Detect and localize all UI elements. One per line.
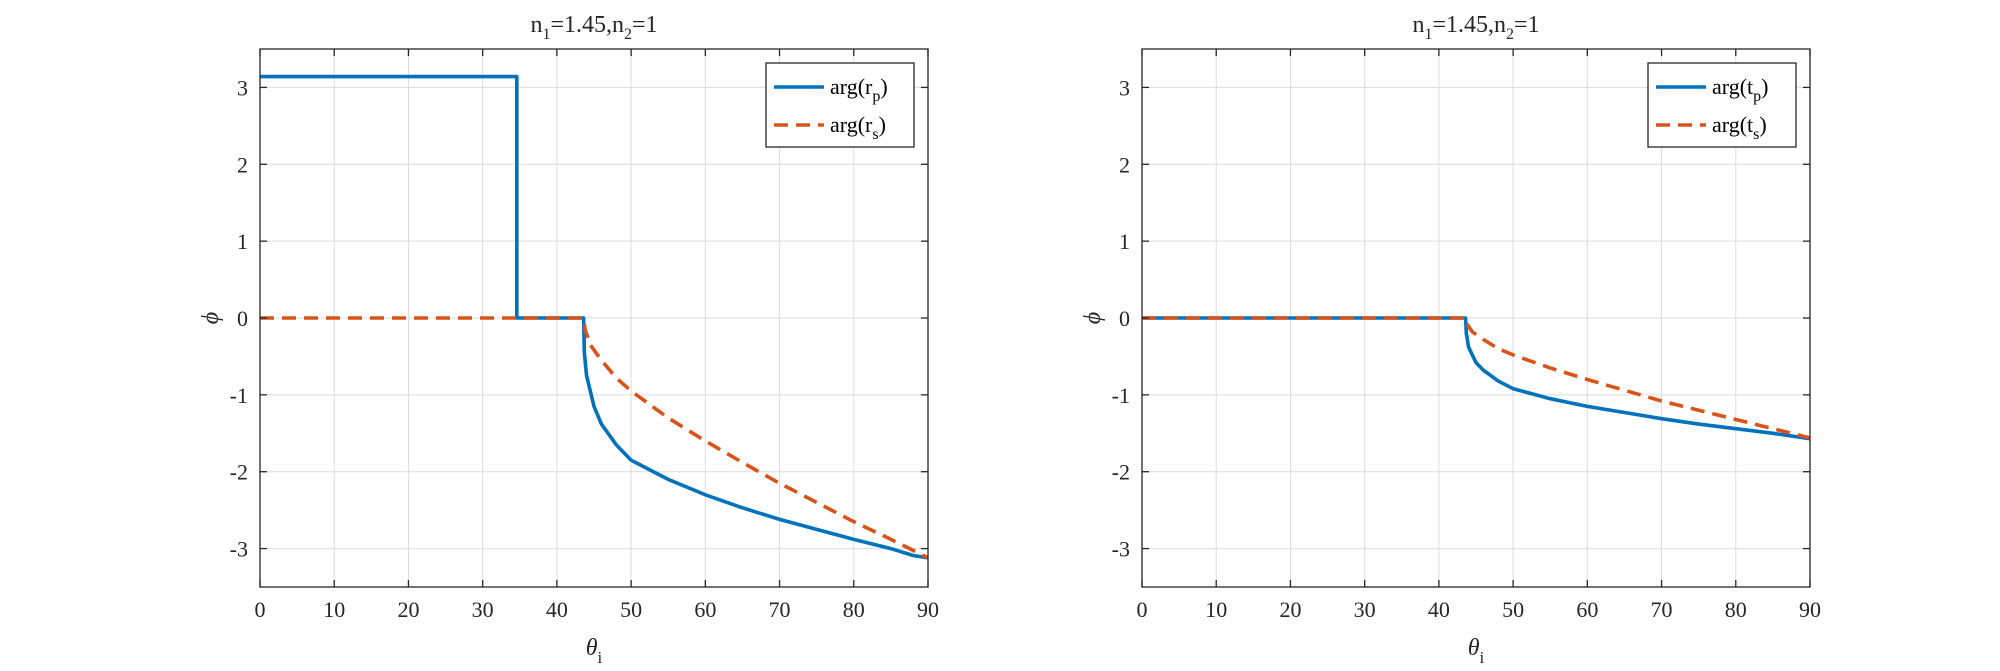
x-tick-label: 90 [1799, 597, 1821, 622]
x-tick-label: 60 [694, 597, 716, 622]
legend-box [1647, 62, 1797, 148]
x-tick-label: 20 [397, 597, 419, 622]
y-tick-label: 1 [1119, 229, 1130, 254]
y-tick-label: 2 [1119, 152, 1130, 177]
y-tick-label: 1 [237, 229, 248, 254]
series-line-argts [1142, 316, 1811, 440]
chart-title: n1=1.45,n2=1 [530, 12, 657, 43]
chart-title: n1=1.45,n2=1 [1412, 12, 1539, 43]
series-line-argrs [260, 316, 929, 560]
y-tick-label: -3 [1112, 537, 1130, 562]
y-tick-label: -1 [230, 383, 248, 408]
x-axis-label: θi [586, 635, 603, 666]
x-tick-label: 40 [1428, 597, 1450, 622]
chart-panel-1: 0 10 20 30 40 50 60 70 80 903210-1-2-3n1=1.45,n2=… [198, 12, 939, 667]
y-tick-label: -2 [1112, 460, 1130, 485]
legend-entry: arg(rs) [830, 112, 886, 143]
y-axis-label: ϕ [198, 312, 224, 324]
y-tick-label: 0 [1119, 306, 1130, 331]
x-tick-label: 90 [917, 597, 939, 622]
y-tick-label: 2 [237, 152, 248, 177]
series-line-argrp [260, 74, 929, 560]
x-tick-label: 0 [255, 597, 266, 622]
x-tick-label: 70 [769, 597, 791, 622]
x-tick-label: 50 [620, 597, 642, 622]
series-line-argtp [1142, 316, 1811, 441]
legend-entry: arg(rp) [830, 74, 888, 105]
y-tick-label: -1 [1112, 383, 1130, 408]
x-tick-label: 30 [472, 597, 494, 622]
x-tick-label: 80 [843, 597, 865, 622]
y-tick-label: -3 [230, 537, 248, 562]
x-tick-label: 70 [1651, 597, 1673, 622]
x-tick-label: 40 [546, 597, 568, 622]
x-tick-label: 80 [1725, 597, 1747, 622]
legend-box [765, 62, 915, 148]
legend-entry: arg(tp) [1712, 74, 1768, 105]
y-tick-label: 3 [1119, 75, 1130, 100]
y-axis-label: ϕ [1080, 312, 1106, 324]
x-axis-label: θi [1468, 635, 1485, 666]
x-tick-label: 60 [1576, 597, 1598, 622]
x-tick-label: 20 [1279, 597, 1301, 622]
legend: arg(rp) arg(rs) [765, 62, 915, 148]
legend: arg(tp) arg(ts) [1647, 62, 1797, 148]
chart-panel-2: 0 10 20 30 40 50 60 70 80 903210-1-2-3n1=1.45,n2=… [1080, 12, 1821, 667]
x-tick-label: 50 [1502, 597, 1524, 622]
x-tick-label: 30 [1354, 597, 1376, 622]
x-tick-label: 10 [1205, 597, 1227, 622]
x-tick-label: 0 [1137, 597, 1148, 622]
y-tick-label: -2 [230, 460, 248, 485]
y-tick-label: 0 [237, 306, 248, 331]
y-tick-label: 3 [237, 75, 248, 100]
x-tick-label: 10 [323, 597, 345, 622]
legend-entry: arg(ts) [1712, 112, 1767, 143]
